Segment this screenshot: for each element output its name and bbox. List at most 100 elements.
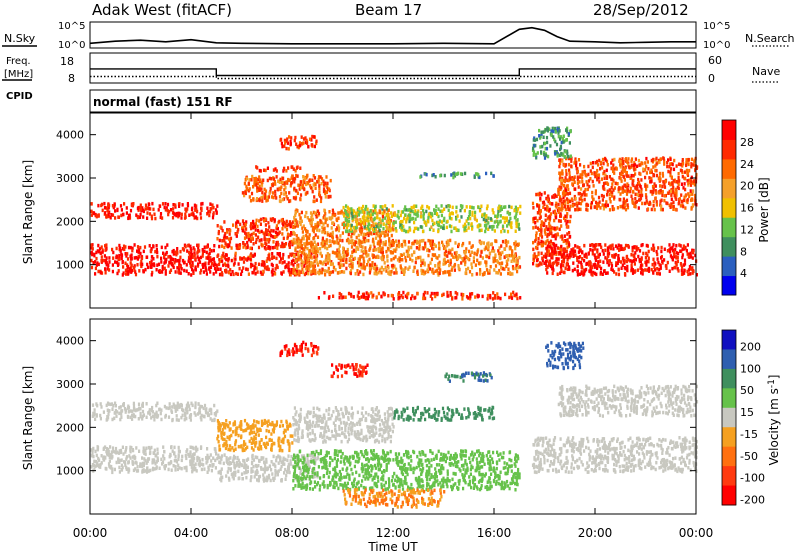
scatter-cell-0 bbox=[199, 271, 202, 275]
scatter-cell-0 bbox=[116, 260, 119, 265]
scatter-cell-8 bbox=[503, 255, 506, 259]
scatter-cell-1 bbox=[167, 212, 170, 217]
scatter-cell-14 bbox=[569, 204, 572, 209]
scatter-cell-14 bbox=[644, 184, 647, 188]
scatter-cell-12 bbox=[535, 192, 538, 197]
scatter-cell-10 bbox=[447, 204, 450, 208]
scatter-cell-12 bbox=[555, 252, 558, 256]
scatter-cell-8 bbox=[441, 240, 444, 245]
scatter-cell-2 bbox=[260, 263, 263, 267]
scatter-cell-7 bbox=[295, 142, 298, 146]
scatter-cell-0 bbox=[212, 272, 215, 276]
scatter-cell-3 bbox=[288, 240, 291, 245]
scatter-cell-4 bbox=[322, 187, 326, 191]
scatter-cell-0 bbox=[153, 451, 156, 455]
scatter-cell-3 bbox=[218, 238, 221, 243]
scatter-cell-4 bbox=[320, 196, 323, 200]
scatter-cell-8 bbox=[330, 260, 333, 264]
scatter-cell-10 bbox=[485, 223, 488, 227]
scatter-cell-8 bbox=[475, 252, 478, 257]
scatter-cell-8 bbox=[300, 246, 303, 250]
scatter-cell-12 bbox=[534, 221, 537, 225]
scatter-cell-8 bbox=[386, 246, 390, 251]
scatter-cell-4 bbox=[251, 174, 254, 179]
scatter-cell-13 bbox=[612, 255, 615, 259]
scatter-cell-0 bbox=[201, 254, 204, 258]
scatter-cell-13 bbox=[645, 261, 648, 265]
scatter-cell-4 bbox=[264, 189, 268, 193]
scatter-cell-3 bbox=[254, 228, 257, 232]
scatter-cell-8 bbox=[415, 246, 418, 250]
scatter-cell-8 bbox=[403, 272, 406, 276]
scatter-cell-8 bbox=[336, 271, 339, 275]
scatter-cell-8 bbox=[321, 262, 324, 266]
scatter-cell-13 bbox=[562, 254, 565, 259]
scatter-cell-4 bbox=[325, 190, 328, 195]
scatter-cell-8 bbox=[405, 249, 408, 254]
scatter-cell-14 bbox=[593, 171, 596, 175]
scatter-cell-14 bbox=[625, 171, 628, 175]
scatter-cell-8 bbox=[360, 265, 363, 270]
scatter-cell-9 bbox=[462, 293, 465, 297]
scatter-cell-14 bbox=[658, 160, 661, 164]
scatter-cell-8 bbox=[323, 242, 326, 247]
scatter-cell-13 bbox=[644, 255, 647, 260]
scatter-cell-13 bbox=[660, 256, 663, 260]
scatter-cell-10 bbox=[427, 206, 431, 210]
scatter-cell-14 bbox=[626, 203, 629, 207]
scatter-cell-14 bbox=[655, 191, 658, 195]
scatter-cell-8 bbox=[515, 260, 518, 264]
scatter-cell-8 bbox=[461, 243, 464, 248]
scatter-cell-4 bbox=[266, 198, 269, 202]
scatter-cell-8 bbox=[407, 240, 411, 244]
cpid-value: normal (fast) 151 RF bbox=[93, 95, 233, 109]
scatter-cell-12 bbox=[566, 245, 569, 249]
scatter-cell-9 bbox=[390, 293, 393, 298]
scatter-cell-8 bbox=[514, 254, 518, 258]
scatter-cell-1 bbox=[129, 208, 133, 213]
scatter-cell-3 bbox=[262, 217, 265, 221]
scatter-cell-5 bbox=[323, 230, 326, 235]
scatter-cell-0 bbox=[110, 453, 113, 457]
scatter-cell-2 bbox=[256, 270, 259, 274]
scatter-cell-0 bbox=[176, 250, 179, 254]
scatter-cell-14 bbox=[600, 193, 603, 198]
scatter-cell-3 bbox=[286, 223, 289, 228]
scatter-cell-10 bbox=[355, 225, 358, 230]
scatter-cell-1 bbox=[136, 206, 139, 211]
scatter-cell-14 bbox=[652, 199, 655, 204]
scatter-cell-3 bbox=[245, 246, 248, 250]
scatter-cell-10 bbox=[486, 204, 489, 208]
scatter-cell-12 bbox=[547, 249, 550, 253]
scatter-cell-2 bbox=[267, 254, 270, 258]
scatter-cell-14 bbox=[639, 172, 642, 176]
scatter-cell-10 bbox=[425, 222, 428, 227]
scatter-cell-10 bbox=[481, 213, 484, 217]
scatter-cell-1 bbox=[116, 208, 119, 213]
scatter-cell-14 bbox=[637, 158, 640, 163]
scatter-cell-14 bbox=[650, 170, 653, 174]
scatter-cell-14 bbox=[677, 176, 680, 180]
scatter-cell-0 bbox=[107, 263, 110, 267]
scatter-cell-14 bbox=[577, 158, 581, 162]
scatter-cell-14 bbox=[618, 186, 621, 190]
scatter-cell-10 bbox=[465, 205, 468, 209]
scatter-cell-13 bbox=[626, 264, 629, 269]
scatter-cell-0 bbox=[155, 268, 158, 272]
freq-panel: Freq. [MHz] CPID 18 8 60 0 Nave bbox=[2, 52, 780, 102]
scatter-cell-5 bbox=[365, 239, 368, 243]
scatter-cell-3 bbox=[257, 235, 260, 239]
scatter-cell-13 bbox=[640, 257, 643, 261]
scatter-cell-8 bbox=[430, 257, 433, 262]
scatter-cell-0 bbox=[122, 271, 125, 275]
scatter-cell-14 bbox=[690, 175, 693, 180]
scatter-cell-5 bbox=[341, 238, 344, 243]
scatter-cell-11 bbox=[450, 173, 453, 177]
scatter-cell-9 bbox=[469, 294, 472, 299]
scatter-cell-8 bbox=[315, 243, 318, 247]
scatter-cell-13 bbox=[660, 249, 663, 254]
scatter-cell-8 bbox=[342, 256, 345, 260]
scatter-cell-5 bbox=[387, 229, 390, 233]
scatter-cell-4 bbox=[317, 177, 320, 182]
scatter-cell-9 bbox=[516, 296, 519, 301]
